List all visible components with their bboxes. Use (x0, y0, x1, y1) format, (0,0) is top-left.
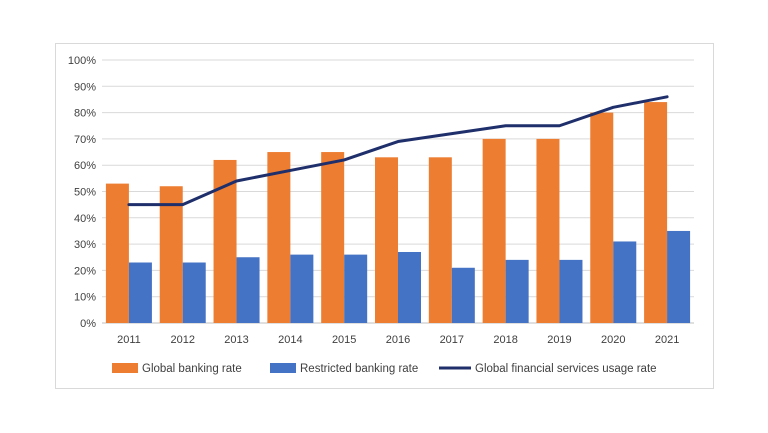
x-tick-label: 2019 (547, 334, 571, 346)
bar-restricted-banking-rate-2017 (451, 267, 475, 323)
chart-frame: 0% 10% 20% 30% 40% 50% 60% 70% 80% 90% 100% 2011 20… (55, 43, 714, 389)
y-tick-label: 70% (74, 134, 96, 146)
y-tick-label: 0% (80, 318, 96, 330)
x-tick-label: 2017 (440, 334, 464, 346)
y-tick-label: 100% (68, 55, 96, 67)
line-series (127, 95, 669, 207)
bar-global-banking-rate-2014 (267, 152, 291, 323)
bar-restricted-banking-rate-2015 (344, 254, 368, 323)
legend-label: Global financial services usage rate (475, 363, 657, 375)
bar-global-banking-rate-2015 (321, 152, 345, 323)
bar-restricted-banking-rate-2021 (667, 230, 691, 323)
line-global-financial-services-usage-rate (127, 95, 669, 207)
legend-label: Global banking rate (142, 363, 242, 375)
x-tick-label: 2015 (332, 334, 356, 346)
bar-global-banking-rate-2020 (590, 112, 614, 323)
bar-restricted-banking-rate-2016 (398, 251, 421, 323)
x-tick-label: 2018 (493, 334, 517, 346)
x-tick-label: 2012 (170, 334, 194, 346)
x-tick-label: 2016 (386, 334, 410, 346)
legend-label: Restricted banking rate (300, 363, 418, 375)
bar-restricted-banking-rate-2018 (505, 259, 529, 323)
x-tick-label: 2014 (278, 334, 302, 346)
combo-chart: 0%10%20%30%40%50%60%70%80%90%100% 2011 20… (68, 55, 694, 375)
bar-global-banking-rate-2017 (428, 157, 452, 323)
y-tick-label: 10% (74, 292, 96, 304)
y-tick-label: 80% (74, 108, 96, 120)
bar-global-banking-rate-2021 (644, 102, 668, 323)
x-tick-label: 2013 (224, 334, 248, 346)
bar-global-banking-rate-2018 (482, 138, 506, 323)
legend-swatch (112, 363, 138, 373)
bar-restricted-banking-rate-2011 (128, 262, 152, 323)
bar-global-banking-rate-2019 (536, 138, 560, 323)
y-tick-label: 60% (74, 160, 96, 172)
y-axis: 0% 10% 20% 30% 40% 50% 60% 70% 80% 90% 100% (68, 55, 96, 330)
x-tick-label: 2021 (655, 334, 679, 346)
bars (105, 102, 691, 323)
x-axis: 2011 2012 2013 2014 2015 2016 2017 2018 2019 2020… (117, 334, 679, 346)
y-tick-label: 50% (74, 187, 96, 199)
y-tick-label: 30% (74, 239, 96, 251)
bar-restricted-banking-rate-2020 (613, 241, 637, 323)
bar-global-banking-rate-2011 (105, 183, 129, 323)
bar-global-banking-rate-2012 (159, 186, 183, 323)
y-tick-label: 90% (74, 81, 96, 93)
bar-restricted-banking-rate-2013 (236, 257, 260, 323)
y-tick-label: 40% (74, 213, 96, 225)
bar-restricted-banking-rate-2012 (182, 262, 206, 323)
y-tick-label: 20% (74, 265, 96, 277)
bar-restricted-banking-rate-2019 (559, 259, 583, 323)
x-tick-label: 2020 (601, 334, 625, 346)
bar-global-banking-rate-2016 (375, 157, 398, 323)
bar-global-banking-rate-2013 (213, 159, 237, 323)
x-tick-label: 2011 (117, 334, 141, 346)
legend: Global banking rate Restricted banking ra… (112, 363, 657, 375)
bar-restricted-banking-rate-2014 (290, 254, 314, 323)
legend-swatch (270, 363, 296, 373)
